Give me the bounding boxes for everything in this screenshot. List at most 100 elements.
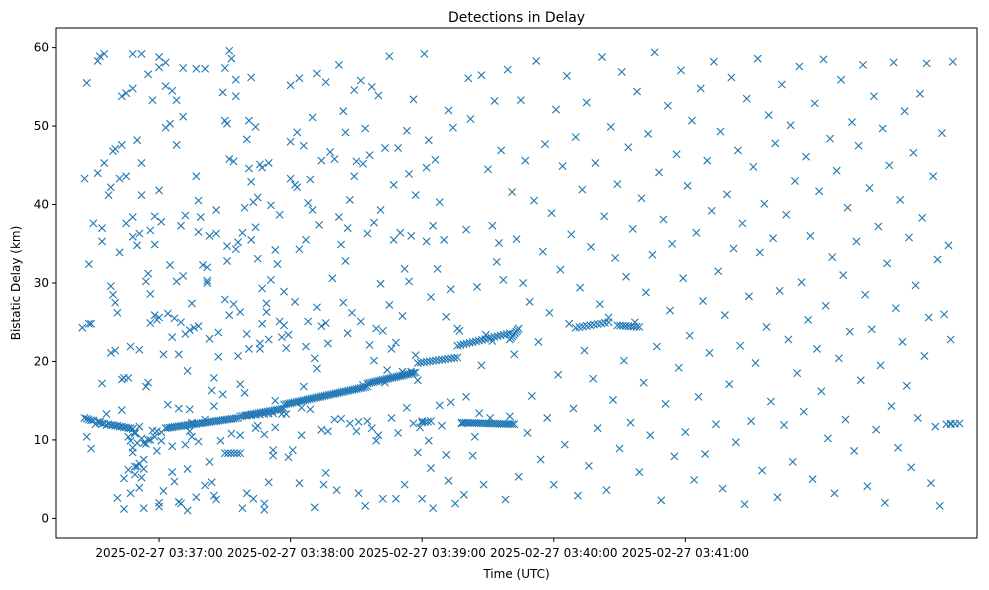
data-point-marker [146, 289, 155, 298]
data-point-marker [264, 158, 273, 167]
data-point-marker [782, 210, 791, 219]
data-point-marker [839, 271, 848, 280]
data-point-marker [878, 124, 887, 133]
data-point-marker [409, 368, 418, 377]
data-point-marker [751, 359, 760, 368]
data-point-marker [194, 437, 203, 446]
data-point-marker [361, 124, 370, 133]
data-point-marker [411, 191, 420, 200]
data-point-marker [644, 129, 653, 138]
data-point-marker [230, 449, 239, 458]
data-point-marker [284, 453, 293, 462]
data-point-marker [159, 486, 168, 495]
data-point-marker [674, 363, 683, 372]
data-point-marker [731, 438, 740, 447]
data-point-marker [516, 96, 525, 105]
data-point-marker [168, 442, 177, 451]
data-point-marker [161, 58, 170, 67]
data-point-marker [157, 436, 166, 445]
data-point-marker [89, 416, 98, 425]
data-point-marker [479, 480, 488, 489]
data-point-marker [466, 115, 475, 124]
data-point-marker [201, 481, 210, 490]
data-point-marker [771, 139, 780, 148]
data-point-marker [223, 119, 232, 128]
data-point-marker [255, 339, 264, 348]
data-point-marker [317, 322, 326, 331]
data-point-marker [223, 242, 232, 251]
data-point-marker [359, 159, 367, 168]
data-point-marker [109, 290, 118, 299]
data-point-marker [137, 49, 146, 58]
data-point-marker [223, 257, 232, 266]
y-axis: 0 10 20 30 40 50 60 [34, 41, 56, 525]
data-point-marker [727, 73, 736, 82]
data-point-marker [130, 428, 139, 437]
data-point-marker [527, 391, 536, 400]
data-point-marker [856, 376, 865, 385]
data-point-marker [238, 504, 247, 513]
data-point-marker [720, 311, 729, 320]
data-point-marker [755, 248, 764, 257]
data-point-marker [282, 344, 291, 353]
data-point-marker [514, 324, 523, 333]
data-point-marker [231, 414, 240, 423]
data-point-marker [117, 140, 126, 149]
data-point-marker [815, 187, 824, 196]
data-point-marker [177, 318, 185, 327]
data-point-marker [608, 395, 617, 404]
data-point-marker [225, 46, 234, 55]
data-point-marker [315, 220, 324, 229]
data-point-marker [363, 229, 372, 238]
data-point-marker [106, 348, 115, 357]
x-axis-label: Time (UTC) [482, 567, 549, 581]
data-point-marker [468, 338, 477, 347]
data-point-marker [405, 277, 414, 286]
data-point-marker [433, 264, 442, 273]
data-point-marker [117, 406, 126, 415]
data-point-marker [874, 222, 883, 231]
data-point-marker [174, 350, 183, 359]
data-point-marker [139, 439, 148, 448]
data-point-marker [273, 260, 282, 269]
data-point-marker [396, 228, 405, 237]
data-point-marker [462, 392, 471, 401]
data-point-marker [286, 174, 295, 183]
x-tick-label: 2025-02-27 03:41:00 [622, 546, 749, 560]
data-point-marker [459, 340, 468, 349]
data-point-marker [453, 341, 462, 350]
data-point-marker [451, 499, 460, 508]
data-point-marker [111, 144, 120, 153]
data-point-marker [295, 245, 304, 254]
data-point-marker [834, 354, 843, 363]
data-point-marker [714, 267, 723, 276]
data-point-marker [207, 386, 216, 395]
data-point-marker [236, 380, 245, 389]
data-point-marker [172, 277, 181, 286]
data-point-marker [701, 450, 710, 459]
data-point-marker [163, 400, 172, 409]
data-point-marker [363, 417, 372, 426]
data-point-marker [126, 436, 135, 445]
data-point-marker [918, 213, 927, 222]
data-point-marker [810, 99, 819, 108]
data-point-marker [229, 300, 238, 309]
data-point-marker [391, 494, 400, 503]
data-point-marker [144, 269, 153, 278]
data-point-marker [244, 344, 253, 353]
data-point-marker [122, 219, 131, 228]
data-point-marker [194, 196, 203, 205]
data-point-marker [622, 272, 631, 281]
x-tick-label: 2025-02-27 03:39:00 [358, 546, 485, 560]
data-point-marker [598, 53, 607, 62]
data-point-marker [453, 353, 462, 362]
data-point-marker [308, 206, 317, 215]
data-point-marker [613, 180, 622, 189]
data-point-marker [442, 312, 451, 321]
data-point-marker [356, 317, 365, 326]
y-tick-label: 30 [34, 276, 49, 290]
x-tick-label: 2025-02-27 03:37:00 [95, 546, 222, 560]
data-point-marker [387, 344, 396, 353]
data-point-marker [183, 506, 192, 515]
data-point-marker [223, 449, 232, 458]
